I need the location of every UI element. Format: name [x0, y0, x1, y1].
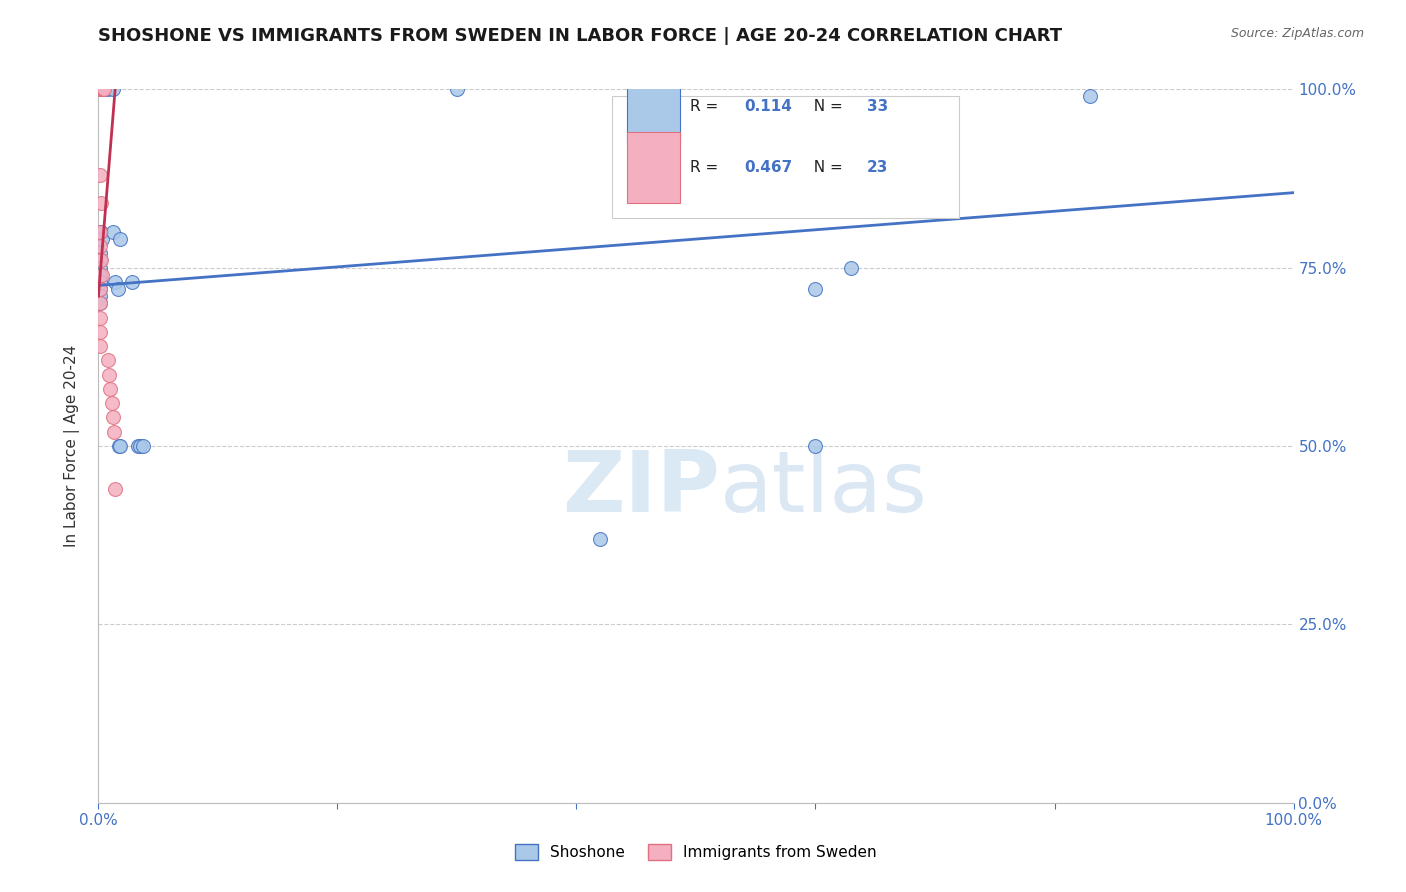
Point — [89, 253, 111, 268]
Point — [108, 439, 131, 453]
Point — [89, 296, 111, 310]
Text: N =: N = — [804, 160, 848, 175]
Point — [108, 232, 131, 246]
Point — [121, 275, 143, 289]
Point — [127, 439, 149, 453]
Point — [101, 82, 124, 96]
Point — [104, 275, 127, 289]
Point — [91, 82, 114, 96]
Point — [91, 232, 114, 246]
Point — [101, 410, 124, 425]
Point — [98, 368, 121, 382]
Point — [93, 82, 115, 96]
Point — [104, 482, 127, 496]
Text: ZIP: ZIP — [562, 447, 720, 531]
Point — [90, 82, 112, 96]
Point — [89, 310, 111, 325]
Point — [90, 82, 112, 96]
Text: atlas: atlas — [720, 447, 928, 531]
Point — [804, 282, 827, 296]
Text: 33: 33 — [868, 99, 889, 114]
Text: SHOSHONE VS IMMIGRANTS FROM SWEDEN IN LABOR FORCE | AGE 20-24 CORRELATION CHART: SHOSHONE VS IMMIGRANTS FROM SWEDEN IN LA… — [98, 27, 1063, 45]
Point — [91, 268, 114, 282]
Point — [107, 439, 129, 453]
Point — [91, 82, 114, 96]
Point — [98, 382, 122, 396]
Point — [89, 268, 111, 282]
Point — [129, 439, 152, 453]
Point — [89, 325, 111, 339]
Text: R =: R = — [690, 99, 723, 114]
Point — [89, 82, 111, 96]
Point — [100, 396, 122, 410]
Text: N =: N = — [804, 99, 848, 114]
Text: R =: R = — [690, 160, 723, 175]
FancyBboxPatch shape — [627, 71, 681, 143]
Point — [90, 196, 112, 211]
Point — [89, 246, 111, 260]
Text: 0.467: 0.467 — [744, 160, 792, 175]
Point — [97, 82, 120, 96]
Point — [131, 439, 153, 453]
Point — [89, 239, 111, 253]
Point — [90, 253, 112, 268]
Text: 23: 23 — [868, 160, 889, 175]
Point — [804, 439, 827, 453]
Legend: Shoshone, Immigrants from Sweden: Shoshone, Immigrants from Sweden — [509, 838, 883, 866]
Point — [93, 82, 115, 96]
Point — [89, 225, 111, 239]
Point — [90, 225, 112, 239]
Point — [91, 82, 114, 96]
Text: 0.114: 0.114 — [744, 99, 792, 114]
Text: Source: ZipAtlas.com: Source: ZipAtlas.com — [1230, 27, 1364, 40]
Point — [91, 82, 114, 96]
Point — [97, 353, 120, 368]
Point — [841, 260, 863, 275]
Point — [89, 289, 111, 303]
Point — [89, 268, 111, 282]
FancyBboxPatch shape — [613, 96, 959, 218]
Point — [446, 82, 468, 96]
Point — [89, 260, 111, 275]
Point — [89, 296, 111, 310]
Point — [89, 282, 111, 296]
Point — [89, 275, 111, 289]
Point — [1080, 89, 1102, 103]
Point — [103, 425, 125, 439]
Point — [107, 282, 129, 296]
Point — [589, 532, 612, 546]
Point — [89, 168, 111, 182]
Point — [89, 282, 111, 296]
Point — [89, 339, 111, 353]
Point — [101, 225, 124, 239]
Y-axis label: In Labor Force | Age 20-24: In Labor Force | Age 20-24 — [63, 345, 80, 547]
FancyBboxPatch shape — [627, 132, 681, 203]
